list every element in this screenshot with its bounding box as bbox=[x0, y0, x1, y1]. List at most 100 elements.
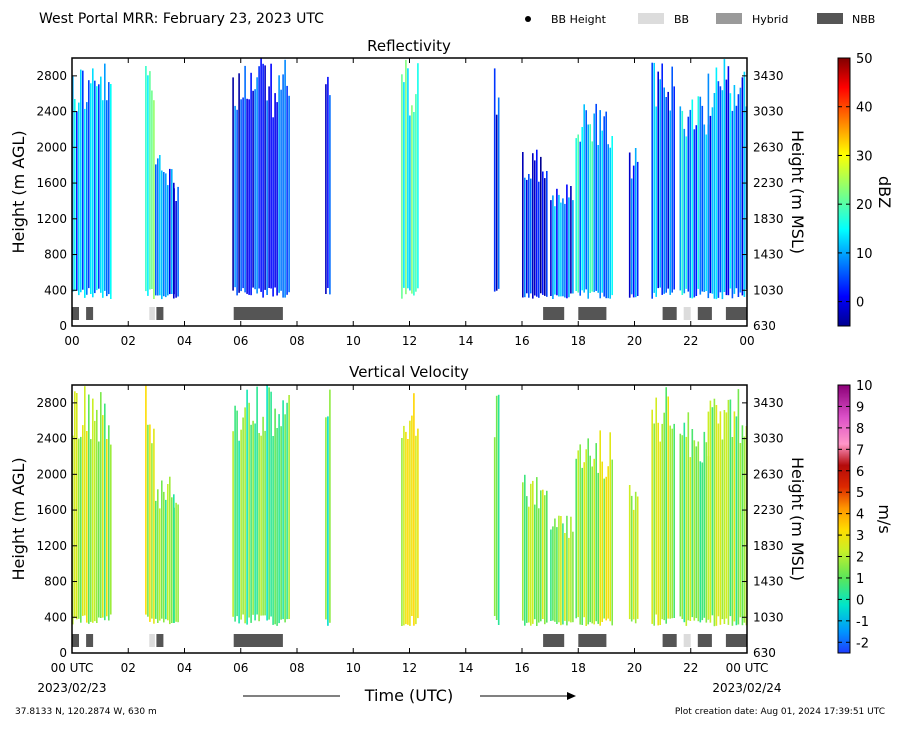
echo-streak bbox=[151, 443, 153, 619]
echo-streak bbox=[713, 398, 716, 627]
bright-band-segment-bb bbox=[149, 307, 155, 320]
echo-streak bbox=[403, 425, 405, 626]
echo-streak bbox=[329, 95, 331, 295]
echo-streak bbox=[153, 100, 155, 299]
echo-streak bbox=[705, 442, 708, 623]
colorbar-tick-label: 8 bbox=[856, 422, 864, 437]
echo-streak bbox=[723, 59, 726, 292]
echo-column bbox=[628, 148, 639, 298]
echo-streak bbox=[244, 65, 246, 293]
echo-streak bbox=[524, 474, 526, 626]
echo-streak bbox=[733, 411, 736, 622]
echo-streak bbox=[145, 385, 147, 615]
echo-streak bbox=[669, 425, 671, 619]
echo-streak bbox=[599, 110, 601, 299]
echo-streak bbox=[737, 94, 740, 297]
echo-streak bbox=[493, 68, 496, 292]
y-tick-label: 2000 bbox=[36, 140, 67, 154]
echo-streak bbox=[276, 102, 278, 296]
echo-streak bbox=[86, 431, 88, 623]
y-tick-label-right: 2230 bbox=[753, 503, 784, 517]
echo-streak bbox=[74, 391, 76, 619]
echo-streak bbox=[538, 181, 540, 298]
echo-streak bbox=[685, 136, 688, 289]
echo-streak bbox=[100, 392, 102, 618]
x-tick-label: 02 bbox=[121, 661, 136, 675]
echo-streak bbox=[153, 428, 155, 624]
echo-streak bbox=[417, 63, 419, 289]
echo-streak bbox=[611, 459, 613, 626]
colorbar-tick-label: 3 bbox=[856, 529, 864, 544]
echo-streak bbox=[634, 148, 637, 298]
echo-streak bbox=[695, 446, 698, 619]
echo-streak bbox=[167, 185, 169, 296]
y-tick-label-right: 2630 bbox=[753, 140, 784, 154]
y-tick-label: 2000 bbox=[36, 467, 67, 481]
echo-streak bbox=[721, 90, 724, 300]
echo-streak bbox=[665, 387, 667, 624]
echo-streak bbox=[603, 478, 605, 619]
echo-streak bbox=[246, 98, 248, 294]
echo-streak bbox=[264, 65, 266, 290]
echo-streak bbox=[735, 105, 738, 289]
echo-streak bbox=[685, 436, 688, 626]
echo-streak bbox=[524, 177, 526, 298]
colorbar-tick-label: 40 bbox=[856, 101, 873, 116]
echo-streak bbox=[242, 97, 244, 289]
echo-streak bbox=[566, 515, 568, 626]
y-tick-label: 1600 bbox=[36, 176, 67, 190]
reflectivity-colorbar-label: dBZ bbox=[875, 176, 894, 208]
bright-band-segment-bb bbox=[683, 307, 691, 320]
echo-streak bbox=[544, 178, 546, 296]
echo-streak bbox=[679, 106, 682, 291]
echo-streak bbox=[719, 411, 722, 625]
echo-streak bbox=[651, 62, 653, 299]
echo-streak bbox=[495, 395, 498, 620]
echo-streak bbox=[254, 89, 256, 290]
echo-streak bbox=[550, 529, 552, 621]
echo-streak bbox=[274, 93, 276, 288]
echo-streak bbox=[163, 491, 165, 623]
echo-streak bbox=[743, 436, 746, 623]
echo-streak bbox=[671, 428, 673, 619]
legend-swatch-nbb bbox=[817, 13, 843, 24]
bright-band-legend: BB Height BB Hybrid NBB bbox=[525, 13, 875, 26]
echo-streak bbox=[630, 495, 633, 622]
echo-streak bbox=[90, 83, 92, 294]
echo-streak bbox=[98, 84, 100, 289]
y-tick-label: 2400 bbox=[36, 432, 67, 446]
reflectivity-colorbar bbox=[837, 57, 851, 327]
echo-streak bbox=[329, 389, 331, 623]
echo-streak bbox=[497, 394, 500, 625]
echo-streak bbox=[691, 429, 694, 618]
echo-streak bbox=[246, 389, 248, 625]
y-tick-label: 800 bbox=[44, 248, 67, 262]
echo-streak bbox=[727, 66, 730, 296]
echo-streak bbox=[493, 437, 496, 616]
echo-column bbox=[173, 502, 179, 623]
echo-streak bbox=[585, 449, 587, 626]
echo-streak bbox=[72, 435, 74, 625]
echo-streak bbox=[282, 74, 284, 298]
echo-streak bbox=[266, 100, 268, 296]
y-tick-label: 0 bbox=[59, 319, 67, 333]
echo-streak bbox=[250, 424, 252, 623]
echo-streak bbox=[609, 432, 611, 622]
echo-streak bbox=[564, 203, 566, 298]
echo-streak bbox=[94, 80, 96, 294]
echo-streak bbox=[100, 76, 102, 293]
echo-streak bbox=[717, 81, 720, 298]
echo-streak bbox=[653, 62, 655, 293]
y-tick-label-right: 2230 bbox=[753, 176, 784, 190]
echo-streak bbox=[240, 429, 242, 620]
echo-streak bbox=[667, 91, 669, 289]
echo-streak bbox=[96, 86, 98, 291]
echo-streak bbox=[632, 509, 635, 620]
echo-streak bbox=[74, 99, 76, 292]
echo-streak bbox=[737, 389, 740, 625]
echo-streak bbox=[288, 395, 290, 619]
echo-streak bbox=[655, 106, 657, 297]
echo-streak bbox=[86, 102, 88, 295]
y-tick-label-right: 3430 bbox=[753, 69, 784, 83]
